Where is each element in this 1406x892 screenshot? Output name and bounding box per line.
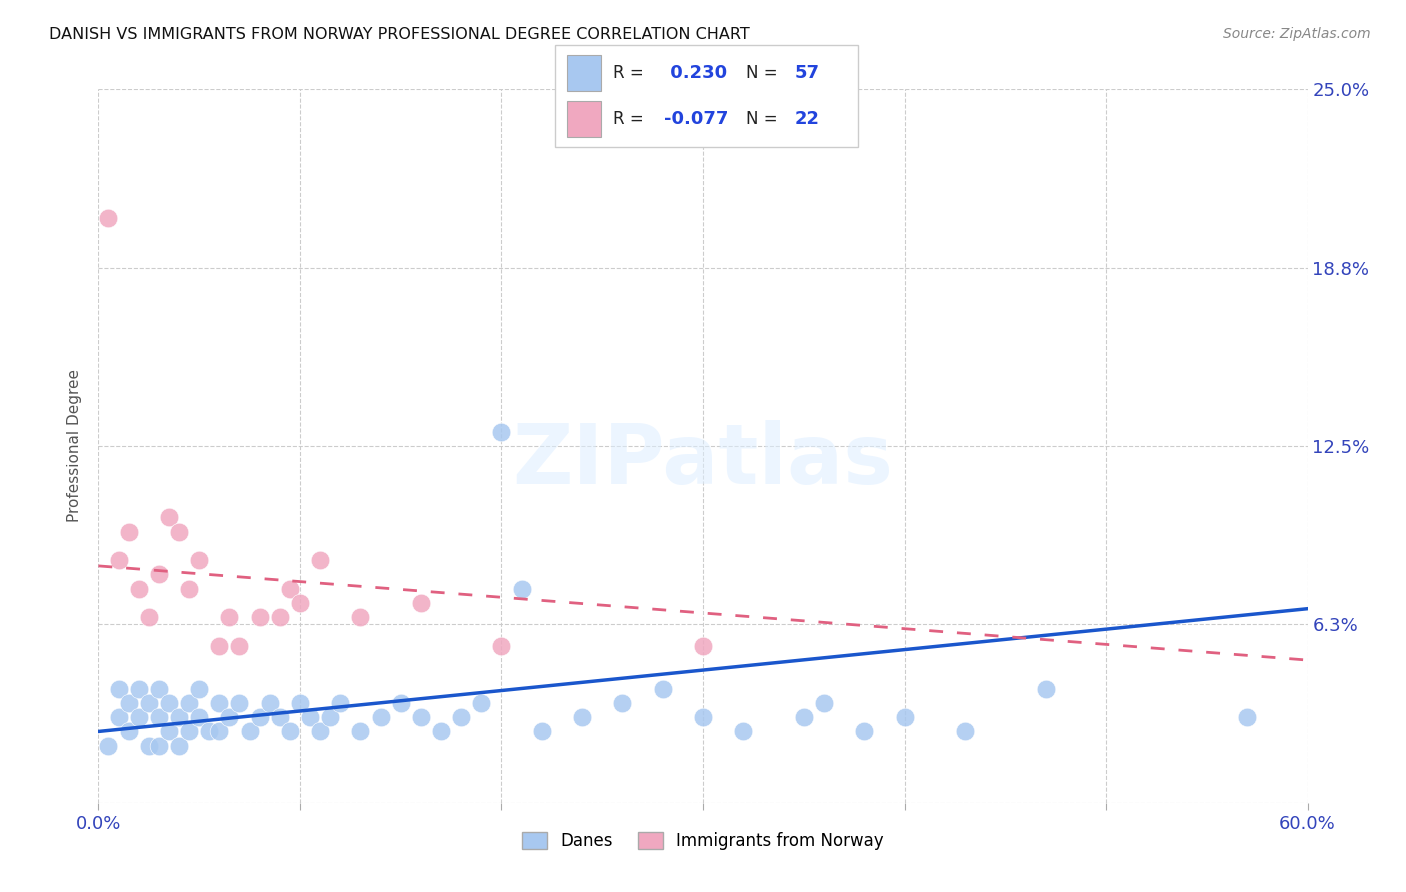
Text: 22: 22	[794, 110, 820, 128]
Point	[167, 710, 190, 724]
Point	[198, 724, 221, 739]
Text: Source: ZipAtlas.com: Source: ZipAtlas.com	[1223, 27, 1371, 41]
Point	[188, 710, 211, 724]
Point	[218, 610, 240, 624]
Text: 57: 57	[794, 64, 820, 82]
Point	[510, 582, 533, 596]
Point	[793, 710, 815, 724]
Point	[97, 739, 120, 753]
Point	[491, 425, 513, 439]
Point	[179, 582, 201, 596]
Point	[409, 596, 432, 610]
Point	[148, 681, 170, 696]
Text: N =: N =	[745, 110, 783, 128]
Point	[450, 710, 472, 724]
Point	[179, 696, 201, 710]
Point	[107, 681, 129, 696]
Text: DANISH VS IMMIGRANTS FROM NORWAY PROFESSIONAL DEGREE CORRELATION CHART: DANISH VS IMMIGRANTS FROM NORWAY PROFESS…	[49, 27, 749, 42]
Point	[167, 739, 190, 753]
Point	[128, 582, 150, 596]
Point	[188, 553, 211, 567]
Point	[128, 681, 150, 696]
Point	[409, 710, 432, 724]
Point	[218, 710, 240, 724]
Point	[208, 696, 231, 710]
Point	[118, 724, 141, 739]
Point	[179, 724, 201, 739]
Point	[148, 739, 170, 753]
Point	[259, 696, 281, 710]
Point	[612, 696, 634, 710]
Point	[299, 710, 322, 724]
Text: R =: R =	[613, 110, 648, 128]
FancyBboxPatch shape	[555, 45, 858, 147]
Y-axis label: Professional Degree: Professional Degree	[67, 369, 83, 523]
Point	[239, 724, 262, 739]
Point	[288, 696, 311, 710]
FancyBboxPatch shape	[568, 55, 600, 91]
Text: ZIPatlas: ZIPatlas	[513, 420, 893, 500]
Text: -0.077: -0.077	[664, 110, 728, 128]
Legend: Danes, Immigrants from Norway: Danes, Immigrants from Norway	[513, 824, 893, 859]
Text: R =: R =	[613, 64, 648, 82]
Point	[288, 596, 311, 610]
Point	[118, 696, 141, 710]
Point	[319, 710, 342, 724]
Point	[309, 553, 332, 567]
Point	[491, 639, 513, 653]
Point	[208, 639, 231, 653]
Text: 0.230: 0.230	[664, 64, 727, 82]
FancyBboxPatch shape	[568, 101, 600, 137]
Point	[1035, 681, 1057, 696]
Point	[269, 710, 291, 724]
Point	[1236, 710, 1258, 724]
Point	[148, 567, 170, 582]
Point	[97, 211, 120, 225]
Point	[228, 696, 250, 710]
Point	[733, 724, 755, 739]
Point	[853, 724, 876, 739]
Point	[349, 610, 371, 624]
Point	[692, 710, 714, 724]
Point	[107, 553, 129, 567]
Point	[269, 610, 291, 624]
Point	[107, 710, 129, 724]
Point	[228, 639, 250, 653]
Point	[118, 524, 141, 539]
Point	[278, 724, 301, 739]
Point	[157, 696, 180, 710]
Point	[138, 610, 160, 624]
Text: N =: N =	[745, 64, 783, 82]
Point	[167, 524, 190, 539]
Point	[329, 696, 352, 710]
Point	[470, 696, 492, 710]
Point	[278, 582, 301, 596]
Point	[157, 724, 180, 739]
Point	[157, 510, 180, 524]
Point	[651, 681, 673, 696]
Point	[571, 710, 593, 724]
Point	[349, 724, 371, 739]
Point	[530, 724, 553, 739]
Point	[389, 696, 412, 710]
Point	[370, 710, 392, 724]
Point	[953, 724, 976, 739]
Point	[309, 724, 332, 739]
Point	[138, 739, 160, 753]
Point	[813, 696, 835, 710]
Point	[430, 724, 453, 739]
Point	[138, 696, 160, 710]
Point	[188, 681, 211, 696]
Point	[148, 710, 170, 724]
Point	[249, 710, 271, 724]
Point	[208, 724, 231, 739]
Point	[128, 710, 150, 724]
Point	[249, 610, 271, 624]
Point	[692, 639, 714, 653]
Point	[893, 710, 915, 724]
